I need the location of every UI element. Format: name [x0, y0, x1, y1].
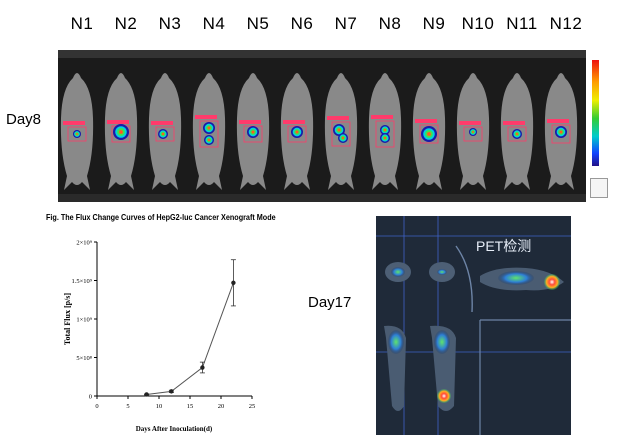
sample-label-n8: N8	[378, 14, 402, 33]
data-point	[200, 365, 205, 370]
sample-label-n5: N5	[246, 14, 270, 33]
mouse	[280, 73, 314, 190]
mouse	[104, 73, 138, 190]
data-point	[144, 392, 149, 397]
mouse	[412, 73, 446, 190]
sample-label-n2: N2	[114, 14, 138, 33]
y-tick-label: 2×10⁹	[76, 240, 92, 247]
x-tick-label: 25	[249, 403, 256, 410]
y-axis-label: Total Flux [p/s]	[63, 293, 72, 345]
y-tick-label: 0	[89, 394, 92, 401]
sample-label-n6: N6	[290, 14, 314, 33]
color-scale-legend	[590, 178, 608, 198]
y-tick-label: 1×10⁹	[76, 317, 92, 324]
chart-title: Fig. The Flux Change Curves of HepG2-luc…	[46, 212, 276, 222]
sample-label-n1: N1	[70, 14, 94, 33]
series-line	[146, 282, 234, 395]
day17-label: Day17	[308, 294, 352, 311]
mouse	[236, 73, 270, 190]
sample-label-n3: N3	[158, 14, 182, 33]
mouse	[500, 73, 534, 190]
mouse	[456, 73, 490, 190]
flux-chart: Total Flux [p/s] Days After Inoculation(…	[63, 240, 255, 434]
x-tick-label: 0	[95, 403, 98, 410]
sample-label-n9: N9	[422, 14, 446, 33]
mice-image	[60, 73, 578, 190]
data-point	[169, 389, 174, 394]
color-scale-bar	[590, 58, 608, 198]
mouse	[368, 73, 402, 190]
mouse	[148, 73, 182, 190]
x-tick-label: 15	[187, 403, 194, 410]
mouse	[192, 73, 226, 190]
sample-label-n7: N7	[334, 14, 358, 33]
pet-scan	[376, 216, 571, 435]
mouse	[60, 73, 94, 190]
x-tick-label: 10	[156, 403, 163, 410]
sample-label-n10: N10	[461, 14, 495, 33]
bioluminescence-image	[58, 50, 586, 202]
y-tick-label: 5×10⁸	[76, 355, 92, 362]
sample-label-n12: N12	[549, 14, 583, 33]
color-gradient	[592, 60, 599, 166]
y-tick-label: 1.5×10⁹	[71, 278, 92, 285]
sample-label-n4: N4	[202, 14, 226, 33]
sample-labels: N1 N2 N3 N4 N5 N6 N7 N8 N9 N10 N11 N12	[60, 14, 588, 40]
mouse	[544, 73, 578, 190]
chart-marks: 0 5×10⁸ 1×10⁹ 1.5×10⁹ 2×10⁹ 0 5 10 15 20 25	[71, 240, 255, 411]
pet-label: PET检测	[476, 238, 532, 254]
mouse	[324, 73, 358, 190]
x-tick-label: 5	[126, 403, 129, 410]
day8-label: Day8	[6, 111, 42, 128]
data-point	[231, 280, 236, 286]
pet-image: PET检测	[376, 216, 571, 435]
x-axis-label: Days After Inoculation(d)	[136, 425, 213, 433]
x-tick-label: 20	[218, 403, 225, 410]
sample-label-n11: N11	[506, 14, 538, 33]
